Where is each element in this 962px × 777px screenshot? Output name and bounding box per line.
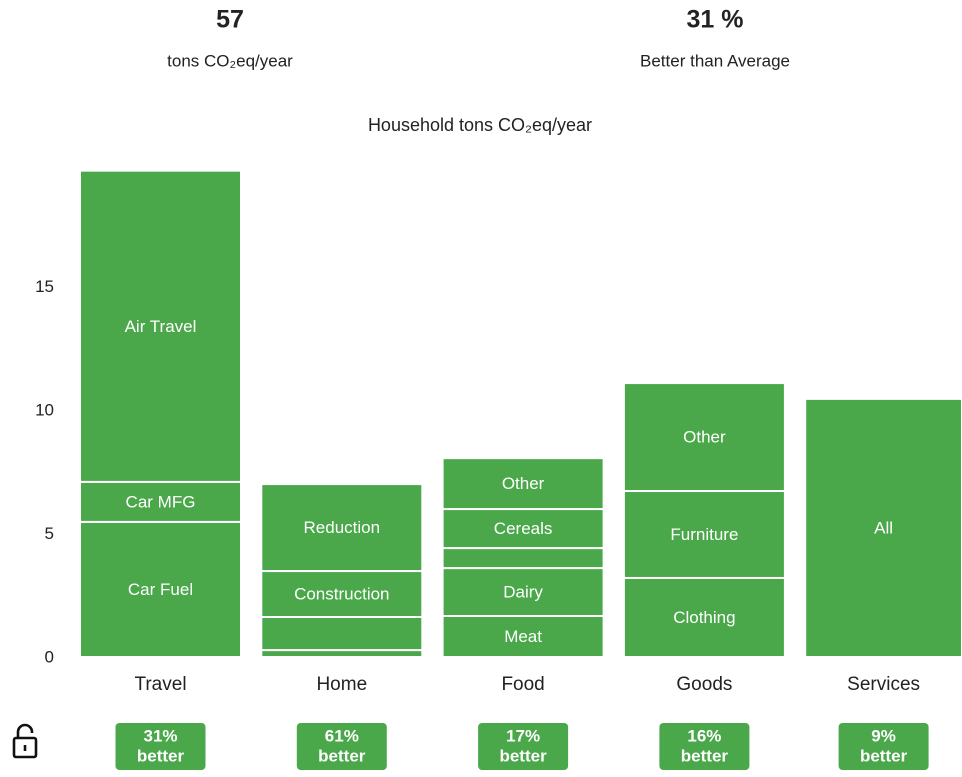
- badge-percent: 61%: [325, 726, 359, 745]
- badge-word: better: [318, 746, 366, 765]
- badge-percent: 17%: [506, 726, 540, 745]
- badge-word: better: [499, 746, 547, 765]
- segment-label: Other: [683, 428, 726, 447]
- stat-label: tons CO₂eq/year: [167, 51, 293, 70]
- bar-segment: [622, 576, 786, 659]
- y-tick-label: 0: [45, 647, 54, 666]
- bar-segment: [441, 457, 605, 511]
- segment-label: Meat: [504, 627, 542, 646]
- x-tick-label: Food: [501, 674, 544, 695]
- y-tick-label: 5: [45, 524, 54, 543]
- badge: [659, 723, 750, 770]
- badge: [296, 723, 387, 770]
- segment-label: Dairy: [503, 583, 543, 602]
- bar-segment: [260, 483, 424, 573]
- y-tick-label: 10: [35, 400, 54, 419]
- bar-segment: [441, 508, 605, 550]
- bar-segment: [79, 480, 242, 523]
- bar-segment: [79, 169, 242, 483]
- badge-word: better: [681, 746, 729, 765]
- bar-segment: [260, 615, 424, 652]
- y-tick-label: 15: [35, 277, 54, 296]
- x-tick-label: Goods: [676, 674, 732, 695]
- stat-label: Better than Average: [640, 51, 790, 70]
- badge-word: better: [860, 746, 908, 765]
- bar-segment: [804, 397, 962, 658]
- badge-percent: 31%: [143, 726, 177, 745]
- segment-label: Air Travel: [125, 317, 197, 336]
- bar-segment: [260, 649, 424, 658]
- segment-label: Car MFG: [126, 492, 196, 511]
- bar-segment: [79, 520, 242, 658]
- stat-value: 57: [216, 6, 244, 34]
- badge-word: better: [137, 746, 185, 765]
- bar-segment: [260, 570, 424, 618]
- bar-segment: [622, 490, 786, 579]
- segment-label: Car Fuel: [128, 580, 193, 599]
- segment-label: Furniture: [670, 525, 738, 544]
- badge: [838, 723, 929, 770]
- segment-label: Reduction: [304, 518, 381, 537]
- stat-value: 31 %: [687, 6, 744, 34]
- segment-label: Other: [502, 474, 545, 493]
- bar-segment: [441, 614, 605, 658]
- lock-icon[interactable]: [12, 723, 38, 759]
- bar-segment: [622, 382, 786, 493]
- badge-percent: 16%: [687, 726, 721, 745]
- bar-segment: [441, 567, 605, 617]
- segment-label: All: [874, 518, 893, 537]
- x-tick-label: Home: [316, 674, 367, 695]
- x-tick-label: Travel: [134, 674, 186, 695]
- chart-title: Household tons CO₂eq/year: [368, 115, 592, 135]
- badge: [478, 723, 569, 770]
- badge: [115, 723, 206, 770]
- bar-segment: [441, 547, 605, 570]
- badge-percent: 9%: [871, 726, 896, 745]
- segment-label: Cereals: [494, 519, 553, 538]
- x-tick-label: Services: [847, 674, 920, 695]
- segment-label: Clothing: [673, 608, 735, 627]
- segment-label: Construction: [294, 584, 389, 603]
